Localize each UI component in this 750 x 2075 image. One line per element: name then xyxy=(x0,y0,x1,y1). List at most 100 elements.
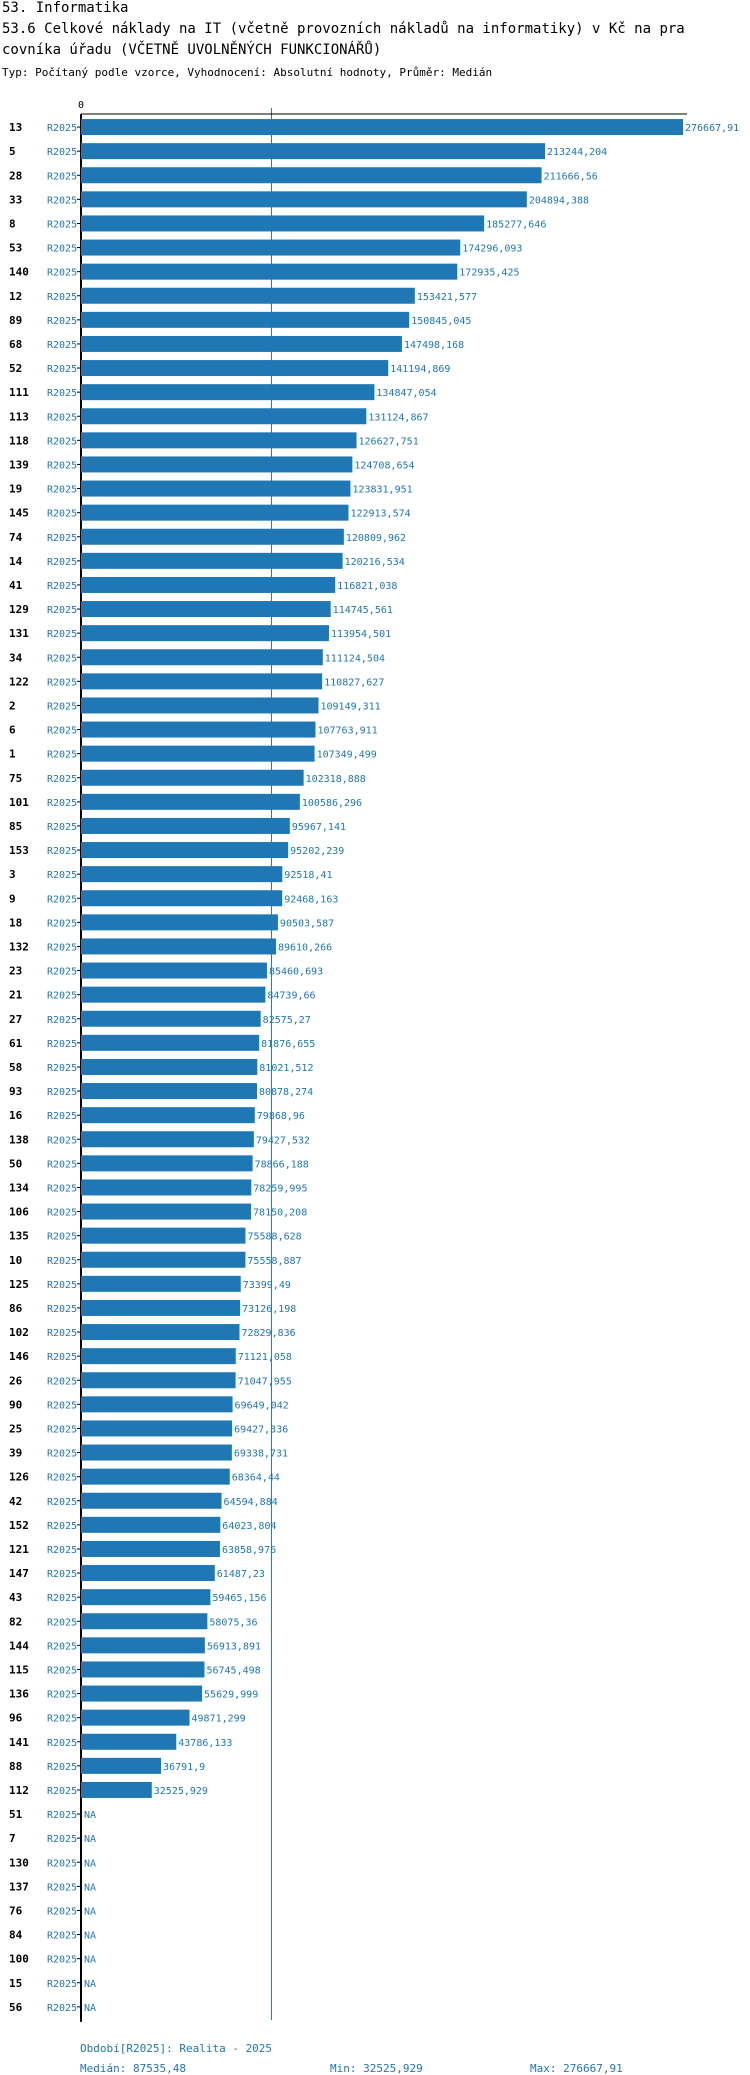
value-label-na: NA xyxy=(84,1858,96,1869)
bar xyxy=(81,384,375,401)
category-label: 113 xyxy=(9,410,29,423)
category-label: 145 xyxy=(9,507,29,520)
period-label: R2025 xyxy=(47,1858,77,1869)
category-label: 13 xyxy=(9,121,22,134)
bar xyxy=(81,1324,240,1341)
category-label: 39 xyxy=(9,1447,22,1460)
value-label: 113954,501 xyxy=(331,629,391,640)
bar xyxy=(81,601,331,618)
value-label: 90503,587 xyxy=(280,918,334,929)
bar xyxy=(81,625,329,642)
value-label: 95967,141 xyxy=(292,822,346,833)
value-label: 107763,911 xyxy=(317,726,377,737)
category-label: 88 xyxy=(9,1760,22,1773)
category-label: 147 xyxy=(9,1567,29,1580)
category-label: 21 xyxy=(9,989,23,1002)
value-label: 49871,299 xyxy=(192,1714,246,1725)
period-label: R2025 xyxy=(47,1473,77,1484)
period-label: R2025 xyxy=(47,1882,77,1893)
value-label: 276667,91 xyxy=(685,123,739,134)
value-label: 68364,44 xyxy=(232,1473,280,1484)
period-label: R2025 xyxy=(47,412,77,423)
value-label: 69649,042 xyxy=(235,1400,289,1411)
value-label: 141194,869 xyxy=(390,364,450,375)
bar xyxy=(81,239,461,256)
period-label: R2025 xyxy=(47,1111,77,1122)
bar xyxy=(81,287,415,304)
category-label: 58 xyxy=(9,1061,22,1074)
value-label: 122913,574 xyxy=(350,509,410,520)
bar xyxy=(81,938,276,955)
category-label: 96 xyxy=(9,1712,23,1725)
value-label: 78866,188 xyxy=(255,1159,309,1170)
category-label: 51 xyxy=(9,1808,23,1821)
period-label: R2025 xyxy=(47,123,77,134)
category-label: 135 xyxy=(9,1230,29,1243)
bar xyxy=(81,360,389,377)
period-label: R2025 xyxy=(47,1665,77,1676)
bar xyxy=(81,143,545,160)
value-label: 69427,336 xyxy=(234,1424,288,1435)
category-label: 1 xyxy=(9,748,16,761)
value-label: 79427,532 xyxy=(256,1135,310,1146)
category-label: 118 xyxy=(9,434,29,447)
value-label: 100586,296 xyxy=(302,798,362,809)
chart-subtitle: Typ: Počítaný podle vzorce, Vyhodnocení:… xyxy=(2,66,493,79)
period-label: R2025 xyxy=(47,340,77,351)
period-label: R2025 xyxy=(47,967,77,978)
period-label: R2025 xyxy=(47,1135,77,1146)
period-label: R2025 xyxy=(47,292,77,303)
category-label: 61 xyxy=(9,1037,23,1050)
period-label: R2025 xyxy=(47,2003,77,2014)
value-label: 36791,9 xyxy=(163,1762,205,1773)
period-label: R2025 xyxy=(47,1304,77,1315)
bar xyxy=(81,1251,246,1268)
category-label: 18 xyxy=(9,916,22,929)
bar xyxy=(81,962,267,979)
category-label: 138 xyxy=(9,1133,29,1146)
period-label: R2025 xyxy=(47,774,77,785)
value-label-na: NA xyxy=(84,1979,96,1990)
category-label: 85 xyxy=(9,820,22,833)
category-label: 34 xyxy=(9,651,23,664)
category-label: 84 xyxy=(9,1929,23,1942)
value-label: 59465,156 xyxy=(212,1593,266,1604)
value-label: 56913,891 xyxy=(207,1641,261,1652)
bar xyxy=(81,769,304,786)
value-label: 56745,498 xyxy=(206,1665,260,1676)
category-label: 12 xyxy=(9,290,22,303)
value-label: 109149,311 xyxy=(320,701,380,712)
bar xyxy=(81,576,336,593)
bar xyxy=(81,986,266,1003)
value-label: 120809,962 xyxy=(346,533,406,544)
value-label: 211666,56 xyxy=(544,171,598,182)
period-label: R2025 xyxy=(47,219,77,230)
bar xyxy=(81,504,349,521)
bar xyxy=(81,1685,203,1702)
period-label: R2025 xyxy=(47,1569,77,1580)
bar xyxy=(81,1516,221,1533)
bar xyxy=(81,1613,208,1630)
category-label: 86 xyxy=(9,1302,23,1315)
period-label: R2025 xyxy=(47,195,77,206)
period-label: R2025 xyxy=(47,701,77,712)
bar xyxy=(81,1420,233,1437)
period-label: R2025 xyxy=(47,1497,77,1508)
bar xyxy=(81,528,344,545)
value-label: 107349,499 xyxy=(317,750,377,761)
value-label-na: NA xyxy=(84,1906,96,1917)
value-label: 92518,41 xyxy=(284,870,332,881)
category-label: 3 xyxy=(9,868,16,881)
period-label: R2025 xyxy=(47,1256,77,1267)
period-label: R2025 xyxy=(47,918,77,929)
value-label: 73126,198 xyxy=(242,1304,296,1315)
period-label: R2025 xyxy=(47,581,77,592)
bar xyxy=(81,1757,162,1774)
bar xyxy=(81,119,683,136)
period-label: R2025 xyxy=(47,1762,77,1773)
category-label: 152 xyxy=(9,1519,29,1532)
category-label: 112 xyxy=(9,1784,29,1797)
category-label: 139 xyxy=(9,458,29,471)
category-label: 42 xyxy=(9,1495,22,1508)
bar xyxy=(81,215,485,232)
